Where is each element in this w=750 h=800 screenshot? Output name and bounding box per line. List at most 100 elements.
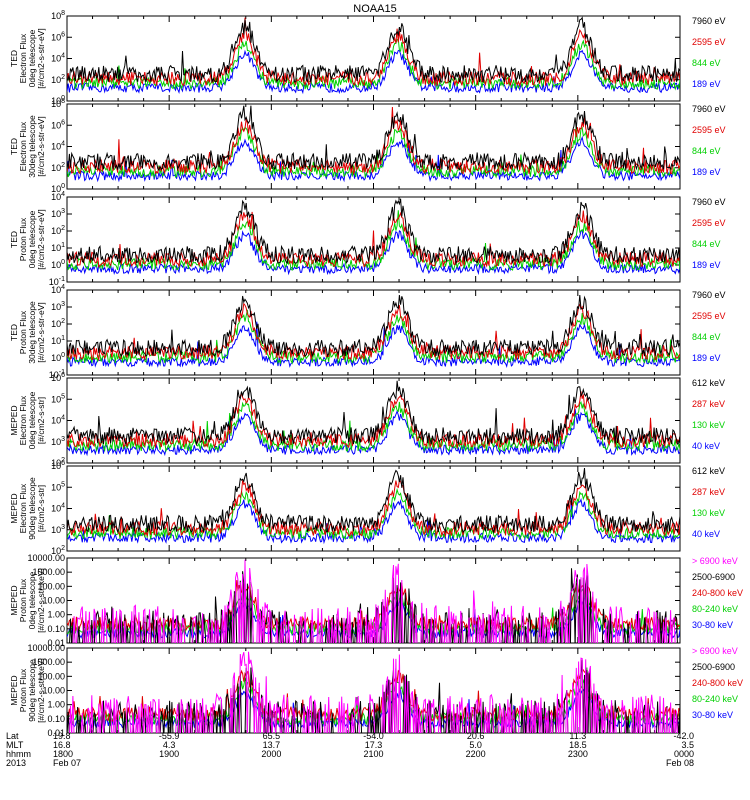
- legend-entry: 30-80 keV: [692, 710, 733, 720]
- legend-entry: > 6900 keV: [692, 646, 738, 656]
- x-axis-tick-label: 65.5: [263, 731, 281, 741]
- y-tick-label: 101: [51, 335, 65, 346]
- series-line: [67, 210, 680, 272]
- legend-entry: 189 eV: [692, 353, 721, 363]
- x-axis-tick-label: 2300: [568, 749, 588, 759]
- legend-entry: 2595 eV: [692, 125, 726, 135]
- legend-entry: 844 eV: [692, 58, 721, 68]
- y-tick-label: 100.00: [37, 671, 65, 681]
- legend-entry: > 6900 keV: [692, 556, 738, 566]
- panel-1: 100 102 104 106 108 TEDElectron Flux0deg tele…: [9, 10, 726, 106]
- y-axis-label: MEPEDProton Flux0deg telescope[#/cm2-s-s…: [9, 568, 46, 633]
- y-tick-label: 100: [51, 352, 65, 363]
- legend-entry: 130 keV: [692, 420, 725, 430]
- legend-entry: 7960 eV: [692, 290, 726, 300]
- y-axis-label: MEPEDElectron Flux90deg telescope[#/cm2-…: [9, 477, 46, 540]
- y-tick-label: 108: [51, 98, 65, 109]
- series-line: [67, 105, 680, 171]
- y-axis-label: MEPEDProton Flux90deg telescope[#/cm2-s-…: [9, 658, 46, 723]
- y-tick-label: 104: [51, 141, 65, 152]
- series-line: [67, 124, 680, 179]
- y-axis-label: TEDElectron Flux30deg telescope[#/cm2-s-…: [9, 115, 46, 178]
- x-axis-row-label: Lat: [6, 731, 19, 741]
- panel-4: 10-1 100 101 102 103 104 TEDProton Flux30deg t…: [9, 284, 726, 380]
- x-axis-row-label: MLT: [6, 740, 24, 750]
- legend-entry: 2500-6900: [692, 572, 735, 582]
- y-tick-label: 105: [51, 481, 65, 492]
- x-axis-tick-label: -55.9: [159, 731, 180, 741]
- x-axis-tick-label: 13.7: [263, 740, 281, 750]
- legend-entry: 2595 eV: [692, 311, 726, 321]
- y-tick-label: 102: [51, 545, 65, 556]
- series-line: [72, 559, 676, 643]
- panel-8: 0.01 0.10 1.00 10.00 100.00 1000.00 10000.00 ME…: [9, 643, 743, 738]
- legend-entry: 30-80 keV: [692, 620, 733, 630]
- y-tick-label: 102: [51, 162, 65, 173]
- y-tick-label: 102: [51, 457, 65, 468]
- y-tick-label: 1000.00: [32, 567, 65, 577]
- y-tick-label: 1.00: [47, 700, 65, 710]
- x-axis-tick-label: 1900: [159, 749, 179, 759]
- y-axis-label: MEPEDElectron Flux0deg telescope[#/cm2-s…: [9, 391, 46, 449]
- y-tick-label: 103: [51, 524, 65, 535]
- x-axis-tick-label: 11.3: [569, 731, 586, 741]
- x-axis-tick-label: -42.0: [673, 731, 694, 741]
- y-tick-label: 100: [51, 183, 65, 194]
- y-tick-label: 10-1: [49, 369, 65, 380]
- x-axis-tick-label: 2000: [261, 749, 281, 759]
- series-line: [69, 651, 678, 733]
- y-tick-label: 104: [51, 53, 65, 64]
- y-axis-label: TEDProton Flux30deg telescope[#/cm2-s-st…: [9, 301, 46, 364]
- y-tick-label: 100.00: [37, 581, 65, 591]
- y-tick-label: 106: [51, 460, 65, 471]
- x-axis-tick-label: 2200: [466, 749, 486, 759]
- y-tick-label: 104: [51, 191, 65, 202]
- series-line: [67, 497, 680, 545]
- y-axis-label: TEDProton Flux0deg telescope[#/cm2-s-str…: [9, 209, 46, 269]
- series-line: [67, 487, 680, 541]
- legend-entry: 7960 eV: [692, 197, 726, 207]
- legend-entry: 240-800 keV: [692, 678, 743, 688]
- legend-entry: 240-800 keV: [692, 588, 743, 598]
- x-axis-tick-label: -54.0: [363, 731, 384, 741]
- y-tick-label: 105: [51, 393, 65, 404]
- x-axis-row-label: hhmm: [6, 749, 31, 759]
- legend-entry: 844 eV: [692, 332, 721, 342]
- legend-entry: 7960 eV: [692, 104, 726, 114]
- y-tick-label: 0.01: [47, 638, 65, 648]
- panel-6: 102 103 104 105 106 MEPEDElectron Flux90deg t…: [9, 460, 725, 556]
- y-tick-label: 102: [51, 318, 65, 329]
- y-tick-label: 104: [51, 284, 65, 295]
- x-axis-tick-label: 19.8: [53, 731, 71, 741]
- y-tick-label: 10.00: [42, 686, 65, 696]
- series-line: [67, 467, 680, 535]
- y-tick-label: 104: [51, 503, 65, 514]
- y-tick-label: 100: [51, 259, 65, 270]
- series-line: [67, 391, 680, 449]
- x-axis-tick-label: 2100: [363, 749, 383, 759]
- x-axis-tick-label: 0000: [674, 749, 694, 759]
- x-axis-tick-label: 5.0: [469, 740, 482, 750]
- x-axis-tick-label: 18.5: [569, 740, 587, 750]
- series-line: [67, 229, 680, 276]
- y-tick-label: 106: [51, 372, 65, 383]
- panel-5: 102 103 104 105 106 MEPEDElectron Flux0deg te…: [9, 372, 725, 468]
- series-line: [67, 39, 680, 91]
- series-line: [67, 479, 680, 538]
- y-tick-label: 101: [51, 242, 65, 253]
- legend-entry: 2595 eV: [692, 37, 726, 47]
- series-line: [67, 380, 680, 447]
- x-axis-tick-label: 4.3: [163, 740, 176, 750]
- legend-entry: 189 eV: [692, 260, 721, 270]
- y-tick-label: 106: [51, 31, 65, 42]
- panel-3: 10-1 100 101 102 103 104 TEDProton Flux0deg te…: [9, 191, 726, 287]
- series-line: [67, 302, 680, 362]
- y-tick-label: 10-1: [49, 276, 65, 287]
- y-tick-label: 10000.00: [27, 643, 65, 653]
- y-tick-label: 10000.00: [27, 553, 65, 563]
- series-line: [67, 659, 680, 733]
- y-tick-label: 102: [51, 225, 65, 236]
- y-tick-label: 0.01: [47, 728, 65, 738]
- series-line: [67, 16, 680, 84]
